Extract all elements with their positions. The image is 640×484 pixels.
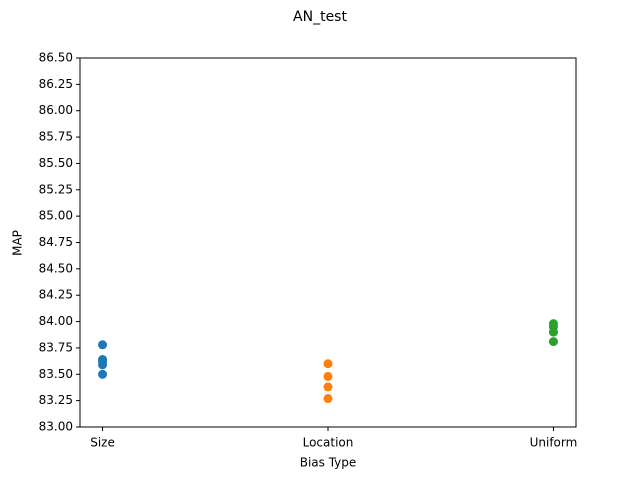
y-tick-label: 83.25: [39, 393, 73, 407]
y-tick-label: 86.25: [39, 77, 73, 91]
y-axis-label: MAP: [11, 230, 25, 256]
x-tick-label: Uniform: [530, 436, 578, 450]
point: [323, 359, 333, 369]
y-tick-label: 84.25: [39, 288, 73, 302]
y-tick-label: 83.50: [39, 367, 73, 381]
point: [98, 340, 108, 350]
y-tick-label: 85.25: [39, 182, 73, 196]
y-tick-label: 84.75: [39, 235, 73, 249]
y-tick-label: 85.00: [39, 209, 73, 223]
x-axis-label: Bias Type: [300, 456, 357, 470]
y-tick-label: 84.00: [39, 314, 73, 328]
x-tick-label: Location: [303, 436, 354, 450]
y-tick-label: 86.00: [39, 103, 73, 117]
y-tick-label: 83.00: [39, 420, 73, 434]
plot-frame: [79, 57, 577, 428]
y-tick-label: 83.75: [39, 340, 73, 354]
y-tick-label: 84.50: [39, 261, 73, 275]
point: [98, 369, 108, 379]
point: [323, 382, 333, 392]
point: [98, 360, 108, 370]
chart-title: AN_test: [293, 9, 347, 25]
y-tick-label: 86.50: [39, 51, 73, 65]
point: [548, 337, 558, 347]
point: [323, 394, 333, 404]
point: [323, 371, 333, 381]
y-tick-label: 85.75: [39, 130, 73, 144]
point: [548, 327, 558, 337]
x-tick-label: Size: [90, 436, 115, 450]
y-tick-label: 85.50: [39, 156, 73, 170]
